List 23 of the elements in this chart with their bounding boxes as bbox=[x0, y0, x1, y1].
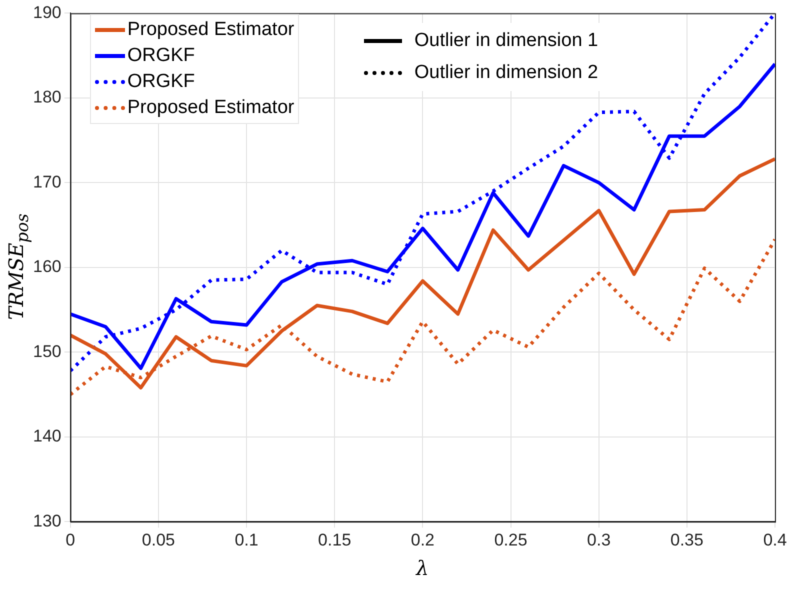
y-tick-label: 130 bbox=[32, 511, 62, 530]
y-tick-label: 160 bbox=[32, 257, 62, 276]
x-tick-label: 0.2 bbox=[410, 530, 434, 550]
legend-label: ORGKF bbox=[127, 71, 195, 94]
x-tick-label: 0.35 bbox=[670, 530, 704, 550]
y-tick-label: 140 bbox=[32, 426, 62, 446]
x-tick-label: 0.4 bbox=[763, 530, 787, 550]
legend-label: Proposed Estimator bbox=[127, 19, 294, 42]
x-tick-label: 0.3 bbox=[587, 530, 611, 550]
y-tick-label: 190 bbox=[32, 2, 62, 22]
legend-label: ORGKF bbox=[127, 45, 195, 68]
x-tick-label: 0.15 bbox=[318, 530, 352, 550]
x-tick-label: 0.1 bbox=[234, 530, 258, 550]
y-tick-label: 170 bbox=[32, 172, 62, 192]
x-axis-title: λ bbox=[416, 556, 429, 580]
annotation: Outlier in dimension 2 bbox=[414, 62, 598, 84]
y-tick-label: 180 bbox=[32, 88, 62, 107]
x-tick-label: 0.25 bbox=[494, 530, 528, 550]
x-tick-label: 0 bbox=[66, 530, 76, 550]
y-tick-label: 150 bbox=[32, 342, 62, 361]
legend-label: Proposed Estimator bbox=[127, 97, 294, 120]
annotation: Outlier in dimension 1 bbox=[414, 30, 598, 52]
x-tick-label: 0.05 bbox=[142, 530, 175, 550]
